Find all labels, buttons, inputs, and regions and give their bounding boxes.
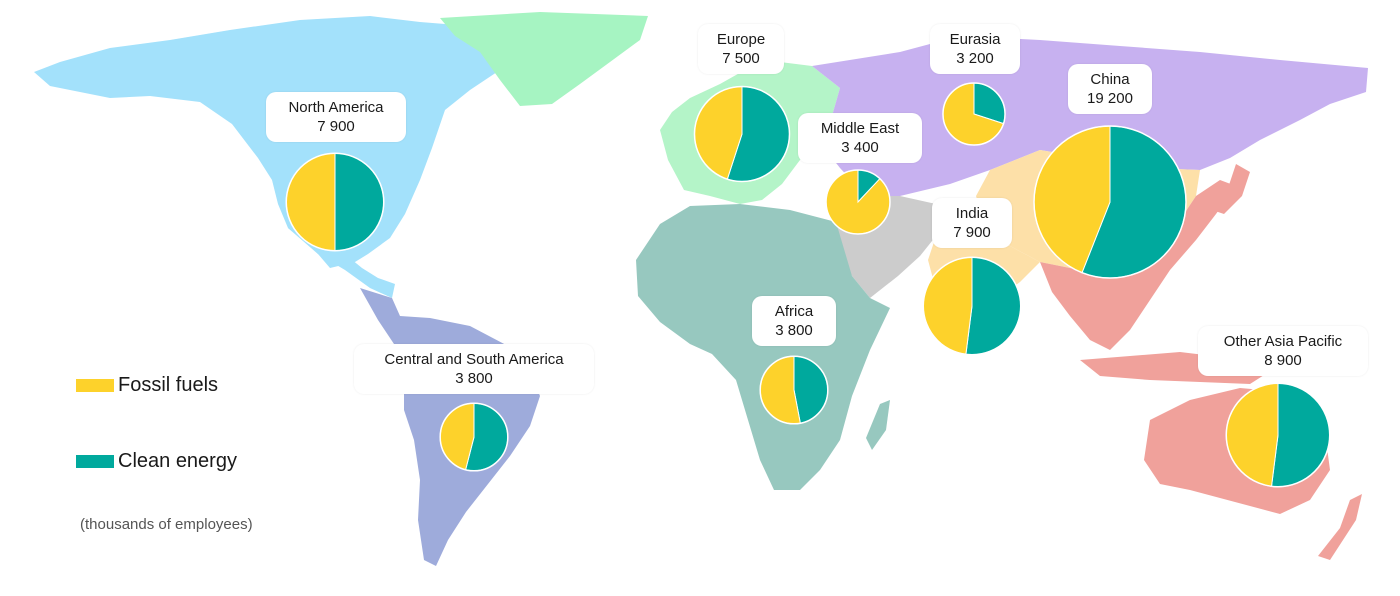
pie-outline	[1225, 382, 1331, 488]
pie-europe	[693, 85, 791, 183]
region-name: Middle East	[820, 120, 900, 137]
pie-outline	[1033, 125, 1187, 279]
label-africa: Africa 3 800	[752, 296, 836, 346]
pie-outline	[825, 169, 891, 235]
pie-eurasia	[942, 82, 1006, 146]
region-total: 8 900	[1264, 352, 1302, 369]
legend-item-clean: Clean energy	[76, 450, 237, 473]
region-total: 19 200	[1087, 90, 1133, 107]
pie-middle-east	[825, 169, 891, 235]
region-japan	[1212, 164, 1250, 214]
pie-china	[1033, 125, 1187, 279]
region-africa	[636, 204, 890, 490]
region-madagascar	[866, 400, 890, 450]
region-north-america	[34, 16, 500, 268]
pie-outline	[439, 402, 509, 472]
region-name: Eurasia	[949, 31, 1001, 48]
region-name: North America	[288, 99, 384, 116]
region-name: Other Asia Pacific	[1223, 333, 1343, 350]
clean-swatch	[76, 455, 114, 469]
region-name: Central and South America	[384, 351, 564, 368]
region-new-zealand	[1318, 494, 1362, 560]
region-total: 3 400	[841, 139, 879, 156]
region-name: China	[1090, 71, 1130, 88]
region-total: 3 200	[956, 50, 994, 67]
pie-layer	[285, 82, 1331, 488]
region-name: Europe	[716, 31, 766, 48]
label-india: India 7 900	[932, 198, 1012, 248]
region-total: 7 500	[722, 50, 760, 67]
pie-north-america	[285, 152, 385, 252]
pie-other-asia-pacific	[1225, 382, 1331, 488]
units-note: (thousands of employees)	[80, 516, 253, 533]
pie-outline	[922, 256, 1022, 356]
region-total: 3 800	[455, 370, 493, 387]
label-europe: Europe 7 500	[698, 24, 784, 74]
legend-item-fossil: Fossil fuels	[76, 374, 218, 397]
region-total: 7 900	[953, 224, 991, 241]
pie-india	[922, 256, 1022, 356]
label-eurasia: Eurasia 3 200	[930, 24, 1020, 74]
region-name: Africa	[774, 303, 814, 320]
legend-label: Clean energy	[118, 450, 237, 472]
region-greenland	[440, 12, 648, 106]
pie-slice-fossil	[922, 256, 973, 355]
region-name: India	[955, 205, 989, 222]
legend: Fossil fuels Clean energy	[62, 362, 262, 562]
label-other-asia-pacific: Other Asia Pacific 8 900	[1198, 326, 1368, 376]
pie-central-and-south-america	[439, 402, 509, 472]
fossil-swatch	[76, 379, 114, 393]
legend-label: Fossil fuels	[118, 374, 219, 396]
pie-outline	[942, 82, 1006, 146]
label-central-south-america: Central and South America 3 800	[354, 344, 594, 394]
region-total: 7 900	[317, 118, 355, 135]
region-total: 3 800	[775, 322, 813, 339]
label-china: China 19 200	[1068, 64, 1152, 114]
label-middle-east: Middle East 3 400	[798, 113, 922, 163]
label-north-america: North America 7 900	[266, 92, 406, 142]
region-eurasia	[812, 36, 1368, 196]
pie-outline	[759, 355, 829, 425]
pie-outline	[285, 152, 385, 252]
pie-outline	[693, 85, 791, 183]
pie-africa	[759, 355, 829, 425]
